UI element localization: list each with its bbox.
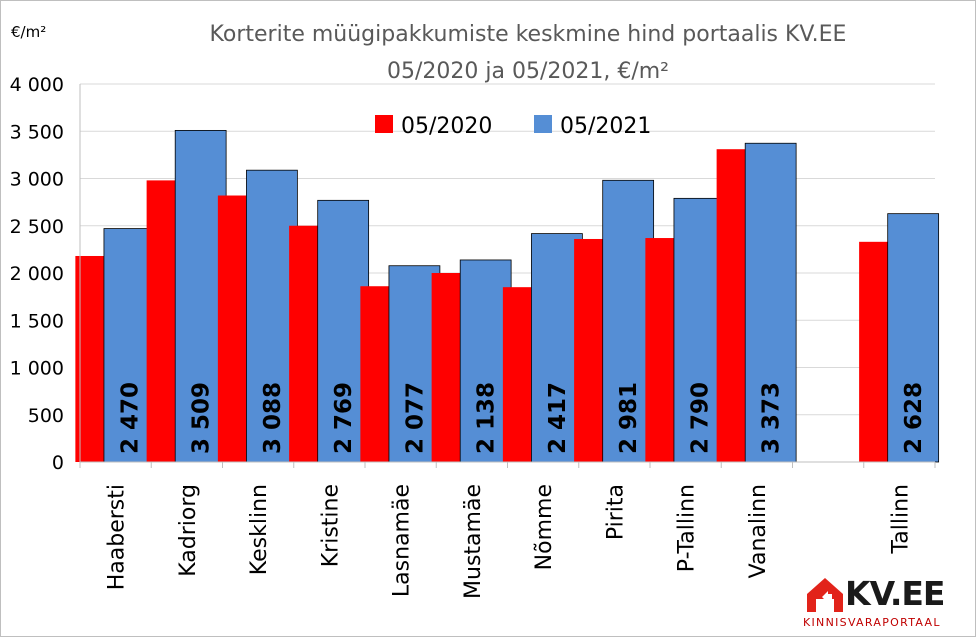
y-tick-label: 1 500	[10, 310, 64, 332]
y-tick-label: 1 000	[10, 358, 64, 380]
bar-05-2021	[103, 228, 156, 463]
y-tick-label: 500	[28, 405, 64, 427]
y-tick-label: 3 000	[10, 169, 64, 191]
bar-05-2021	[459, 259, 512, 463]
bar-05-2020	[574, 238, 603, 462]
y-tick-label: 2 500	[10, 216, 64, 238]
x-tick-label: Kristine	[318, 484, 343, 567]
y-tick-label: 4 000	[10, 74, 64, 96]
bar-05-2021	[246, 169, 298, 463]
bar-05-2021	[317, 199, 370, 463]
bar-05-2020	[859, 241, 888, 462]
y-tick-label: 2 000	[10, 263, 64, 285]
chart-title-line-2: 05/2020 ja 05/2021, €/m²	[387, 59, 669, 84]
bar-05-2020	[502, 287, 532, 462]
legend-swatch	[375, 115, 393, 133]
bar-05-2020	[431, 273, 461, 462]
bar-05-2020	[289, 225, 318, 462]
axes	[79, 84, 936, 468]
bars	[75, 129, 940, 463]
data-label: 2 790	[687, 382, 713, 454]
data-label: 3 088	[260, 382, 286, 454]
y-tick-label: 3 500	[10, 121, 64, 143]
bar-05-2020	[360, 286, 389, 462]
data-label: 2 138	[474, 382, 500, 454]
bar-05-2020	[146, 180, 176, 462]
data-label: 2 470	[117, 382, 143, 454]
data-label: 2 417	[545, 382, 571, 454]
legend-label: 05/2020	[401, 114, 492, 139]
x-axis-ticks: Haabersti Kadriorg Kesklinn Kristine Lasnamä…	[105, 484, 914, 599]
legend-label: 05/2021	[560, 114, 651, 139]
house-logo-icon	[807, 578, 843, 612]
logo-subtitle: KINNISVARAPORTAAL	[803, 616, 941, 629]
x-tick-label: Vanalinn	[746, 484, 771, 578]
data-labels: 2 470 3 509 3 088 2 769 2 077 2 138 2 417 2 981…	[117, 382, 927, 454]
x-tick-label: Mustamäe	[461, 484, 486, 599]
bar-05-2021	[744, 142, 797, 463]
chart-title-line-1: Korterite müügipakkumiste keskmine hind …	[210, 22, 847, 47]
legend-swatch	[534, 115, 552, 133]
bar-05-2021	[602, 179, 655, 463]
x-tick-label: Kadriorg	[176, 484, 201, 577]
y-tick-label: 0	[52, 452, 64, 474]
bar-05-2020	[716, 149, 746, 462]
data-label: 2 077	[402, 382, 428, 454]
x-tick-label: Pirita	[603, 484, 628, 540]
kv-ee-logo: KV.EE KINNISVARAPORTAAL	[801, 574, 973, 634]
x-tick-label: P-Tallinn	[675, 484, 700, 572]
bar-05-2020	[645, 238, 674, 462]
data-label: 2 981	[616, 382, 642, 454]
data-label: 2 769	[331, 382, 357, 454]
legend: 05/2020 05/2021	[375, 114, 651, 139]
x-tick-label: Tallinn	[888, 484, 913, 555]
bar-05-2020	[217, 195, 247, 462]
data-label: 3 373	[759, 382, 785, 454]
data-label: 3 509	[189, 382, 215, 454]
x-tick-label: Haabersti	[105, 484, 130, 590]
logo-brand-text: KV.EE	[845, 574, 945, 613]
x-tick-label: Lasnamäe	[390, 484, 415, 597]
data-label: 2 628	[901, 382, 927, 454]
x-tick-label: Kesklinn	[247, 484, 272, 575]
bar-05-2021	[887, 213, 940, 463]
bar-05-2021	[673, 197, 726, 463]
y-axis-unit: €/m²	[11, 23, 46, 41]
y-axis-ticks: 0 500 1 000 1 500 2 000 2 500 3 000 3 500 4 000	[10, 74, 64, 474]
x-tick-label: Nõmme	[532, 484, 557, 570]
